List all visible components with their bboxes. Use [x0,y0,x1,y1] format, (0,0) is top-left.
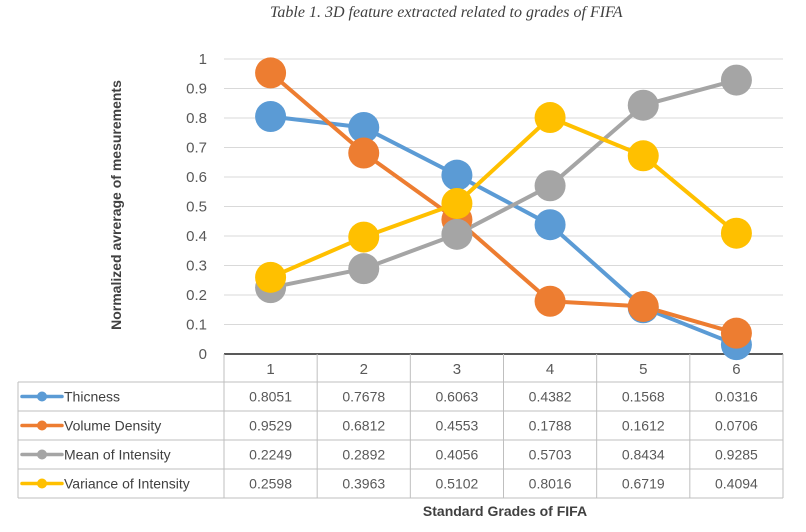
y-tick-label: 0.3 [186,258,207,275]
series-points [255,57,752,361]
data-point-2-3 [534,170,566,202]
data-point-0-2 [441,159,473,191]
data-table: 1 2 3 4 5 6 Thicness 0.8051 0.7678 0.6063 0.4382 0.… [17,353,784,499]
series-line-3 [269,115,738,280]
table-cell: 0.0706 [715,418,758,434]
legend-marker-0 [37,391,47,402]
series-line-2 [270,78,737,290]
x-tick-label: 6 [732,361,740,378]
table-cell: 0.6719 [622,476,665,492]
table-cell: 0.4382 [529,389,572,405]
table-cell: 0.1788 [529,418,572,434]
data-point-1-5 [720,317,752,349]
table-cell: 0.2249 [249,447,292,463]
table-cell: 0.6812 [342,418,385,434]
y-tick-label: 0.9 [186,81,207,98]
data-point-1-3 [534,285,566,317]
series-line-1 [269,71,737,336]
data-point-3-4 [627,140,659,172]
table-cell: 0.0316 [715,389,758,405]
table-cell: 0.5703 [529,447,572,463]
y-tick-label: 1 [199,51,207,68]
table-cell: 0.8051 [249,389,292,405]
table-cell: 0.4056 [436,447,479,463]
legend-marker-1 [37,420,47,431]
x-tick-label: 3 [453,361,461,378]
data-point-0-3 [534,209,566,241]
data-point-3-2 [441,187,473,219]
y-tick-label: 0.2 [186,287,207,304]
table-cell: 0.9529 [249,418,292,434]
data-point-1-4 [627,290,659,322]
x-tick-label: 5 [639,361,647,378]
y-tick-label: 0.4 [186,228,207,245]
legend-marker-3 [37,478,47,489]
data-point-2-5 [720,64,752,96]
legend-label-0: Thicness [64,389,120,405]
table-cell: 0.2892 [342,447,385,463]
data-point-3-0 [255,261,287,293]
data-point-3-5 [720,217,752,249]
data-point-3-3 [534,102,566,134]
gridlines [224,58,783,325]
x-tick-label: 1 [266,361,274,378]
y-tick-label: 0.1 [186,317,207,334]
legend-marker-2 [37,449,47,460]
table-cell: 0.8016 [529,476,572,492]
data-point-0-1 [348,111,380,143]
x-tick-label: 2 [360,361,368,378]
chart-title: Table 1. 3D feature extracted related to… [270,4,623,21]
y-tick-label: 0 [199,346,207,363]
table-cell: 0.2598 [249,476,292,492]
data-point-3-1 [348,221,380,253]
table-cell: 0.6063 [436,389,479,405]
y-tick-label: 0.6 [186,169,207,186]
legend-label-2: Mean of Intensity [64,447,171,463]
legend-label-1: Volume Density [64,418,161,434]
series-lines [269,71,738,347]
data-point-0-0 [255,100,287,132]
x-tick-label: 4 [546,361,554,378]
y-tick-label: 0.8 [186,110,207,127]
data-point-2-1 [348,253,380,285]
legend-label-3: Variance of Intensity [64,476,190,492]
table-cell: 0.5102 [436,476,479,492]
data-point-1-1 [348,137,380,169]
y-axis-ticks: 0 0.1 0.2 0.3 0.4 0.5 0.6 0.7 0.8 0.9 1 [186,51,207,363]
table-cell: 0.1612 [622,418,665,434]
data-point-2-2 [441,218,473,250]
x-axis-label: Standard Grades of FIFA [422,503,588,519]
data-point-1-0 [255,57,287,89]
table-cell: 0.4553 [436,418,479,434]
data-point-2-4 [627,89,659,121]
y-tick-label: 0.5 [186,199,207,216]
table-cell: 0.1568 [622,389,665,405]
table-cell: 0.8434 [622,447,665,463]
table-cell: 0.3963 [342,476,385,492]
series-line-0 [270,114,738,347]
table-cell: 0.9285 [715,447,758,463]
table-cell: 0.4094 [715,476,758,492]
table-cell: 0.7678 [342,389,385,405]
y-tick-label: 0.7 [186,140,207,157]
